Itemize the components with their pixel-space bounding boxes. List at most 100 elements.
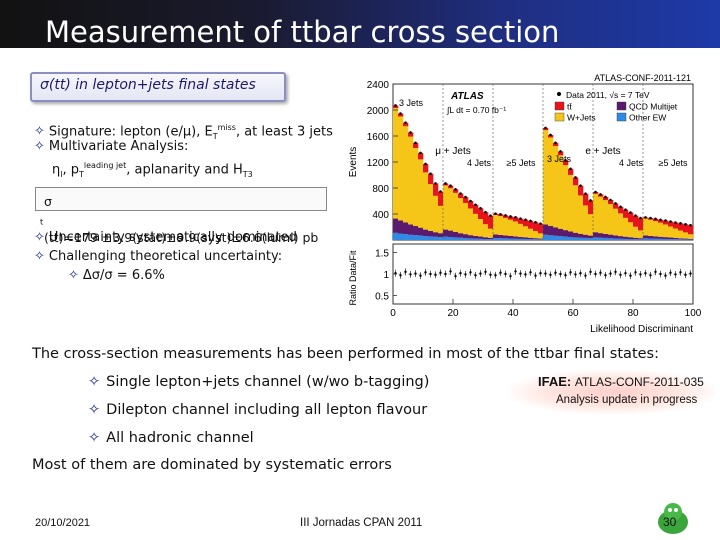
bar-segment [463, 197, 469, 203]
bar-segment [588, 238, 594, 240]
ratio-point [544, 272, 547, 275]
bar-segment [453, 237, 459, 240]
bar-segment [683, 232, 689, 239]
region-label: μ + Jets [435, 146, 471, 157]
ratio-y-tick-label: 1 [383, 270, 389, 281]
data-point [444, 182, 447, 185]
bar-segment [668, 226, 674, 238]
data-point [489, 214, 492, 217]
bar-segment [628, 237, 634, 240]
ifae-line: IFAE: ATLAS-CONF-2011-035 [538, 374, 704, 389]
bar-segment [613, 208, 619, 236]
bar-segment [583, 237, 589, 240]
region-label: 3 Jets [547, 154, 572, 164]
data-point [604, 195, 607, 199]
bar-segment [543, 224, 549, 235]
ratio-point [674, 273, 677, 276]
bar-segment [623, 217, 629, 237]
bar-segment [648, 238, 654, 240]
bar-segment [658, 236, 664, 239]
ratio-point [534, 274, 537, 277]
bar-segment [608, 234, 614, 239]
ratio-point [669, 271, 672, 274]
bar-segment [508, 238, 514, 240]
bar-segment [618, 238, 624, 240]
bar-segment [408, 132, 414, 137]
bar-segment [478, 238, 484, 240]
data-point [594, 190, 597, 194]
data-point [419, 151, 422, 155]
bar-segment [608, 204, 614, 235]
bar-segment [548, 235, 554, 240]
data-point [614, 202, 617, 205]
bullet-delta: ✧ Δσ/σ = 6.6% [68, 267, 165, 285]
bar-segment [618, 206, 624, 214]
bar-segment [633, 239, 639, 240]
region-label: 3 Jets [399, 98, 424, 108]
data-point [579, 184, 582, 187]
bar-segment [593, 237, 599, 240]
bar-segment [418, 159, 424, 228]
ratio-point [489, 273, 492, 277]
ratio-point [609, 272, 612, 275]
x-tick-label: 80 [627, 308, 639, 319]
bar-segment [448, 185, 454, 189]
bar-segment [633, 215, 639, 227]
bar-segment [498, 234, 504, 239]
bar-segment [418, 227, 424, 236]
cpan-mascot-icon [658, 503, 688, 534]
bar-segment [513, 221, 519, 237]
bar-segment [433, 236, 439, 240]
ratio-point [639, 273, 642, 276]
bar-segment [393, 232, 399, 240]
result-sub: t [40, 217, 44, 227]
ratio-point [604, 274, 607, 277]
bar-segment [473, 204, 479, 214]
bar-segment [678, 223, 684, 231]
bar-segment [468, 208, 474, 236]
bar-segment [413, 142, 419, 149]
result-text: σ t (tt)=179 ±3.9(stat)±9.9(syst)±6.6(lumi… [36, 188, 326, 245]
bullet-theory-text: Challenging theoretical uncertainty: [48, 249, 283, 264]
ratio-point [434, 273, 437, 277]
legend-label: W+Jets [567, 113, 596, 123]
data-point [429, 172, 432, 175]
data-point [629, 211, 632, 214]
bar-segment [408, 224, 414, 235]
bar-segment [518, 223, 524, 237]
bar-segment [483, 224, 489, 238]
bar-segment [478, 208, 484, 219]
bullet-theory: ✧ Challenging theoretical uncertainty: [34, 248, 282, 266]
footer-conference: III Jornadas CPAN 2011 [300, 517, 423, 529]
bar-segment [533, 231, 539, 239]
data-point [674, 221, 677, 224]
data-point [664, 219, 667, 222]
bar-segment [473, 213, 479, 236]
data-point [439, 190, 442, 193]
data-point [634, 214, 637, 217]
ratio-point [469, 271, 472, 274]
region-label: ≥5 Jets [659, 158, 688, 168]
bar-segment [583, 193, 589, 206]
bar-segment [523, 226, 529, 238]
var-ht-sub: T3 [242, 169, 253, 179]
bar-segment [688, 239, 694, 240]
bar-segment [638, 218, 644, 231]
bar-segment [538, 233, 544, 239]
bar-segment [598, 196, 604, 234]
result-value: (tt)=179 ±3.9(stat)±9.9(syst)±6.6(lumi) … [44, 229, 319, 245]
bar-segment [458, 198, 464, 234]
bar-segment [653, 236, 659, 239]
bar-segment [558, 236, 564, 240]
bar-segment [603, 233, 609, 238]
bar-segment [638, 239, 644, 240]
bar-segment [413, 235, 419, 241]
bar-segment [643, 218, 649, 236]
channel-item: ✧ Dilepton channel including all lepton f… [88, 402, 427, 418]
ratio-point [624, 271, 627, 275]
bar-segment [463, 234, 469, 239]
bar-segment [623, 236, 629, 239]
bar-segment [508, 235, 514, 239]
bullet-uncertainty: ✧ Uncertainty systematically dominated [34, 229, 297, 247]
data-point [499, 212, 502, 216]
